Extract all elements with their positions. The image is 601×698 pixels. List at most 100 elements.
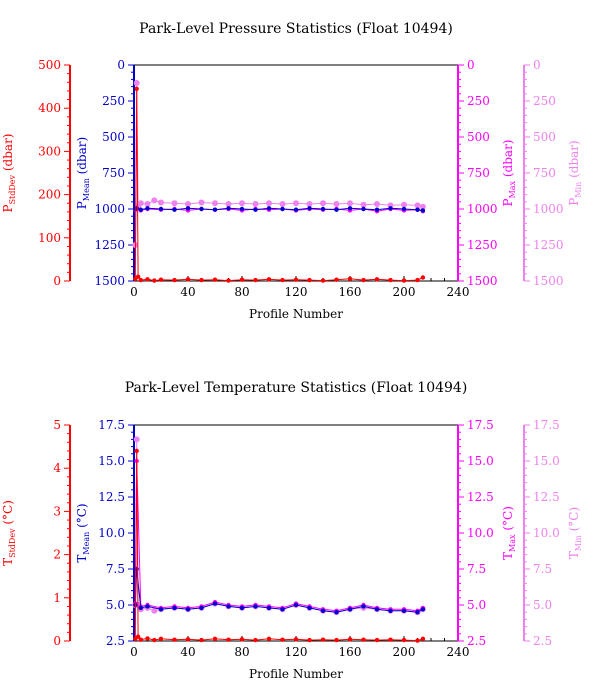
pressure-min-point bbox=[374, 201, 380, 207]
temperature-min-tick-label: 17.5 bbox=[533, 418, 560, 432]
pressure-stddev-tick-label: 300 bbox=[38, 144, 61, 158]
temperature-mean-point bbox=[253, 604, 258, 609]
pressure-stddev-tick-label: 0 bbox=[53, 274, 61, 288]
temperature-min-tick-label: 10.0 bbox=[533, 526, 560, 540]
pressure-stddev-point bbox=[158, 277, 164, 282]
pressure-stddev-point bbox=[361, 277, 366, 283]
temperature-mean-tick-label: 15.0 bbox=[98, 454, 125, 468]
pressure-mean-point bbox=[199, 206, 204, 212]
temperature-mean-point bbox=[361, 604, 366, 609]
temperature-stddev-point bbox=[361, 637, 366, 642]
temperature-x-tick-label: 160 bbox=[339, 645, 362, 659]
temperature-stddev-point bbox=[172, 637, 177, 642]
temperature-max-tick-label: 15.0 bbox=[467, 454, 494, 468]
pressure-min-point bbox=[320, 200, 326, 207]
temperature-x-tick-label: 0 bbox=[130, 645, 138, 659]
pressure-mean-point bbox=[172, 207, 177, 212]
temperature-stddev-point bbox=[145, 636, 150, 641]
pressure-mean-point bbox=[138, 207, 143, 212]
temperature-stddev-point bbox=[226, 637, 231, 642]
pressure-stddev-point bbox=[307, 277, 312, 283]
temperature-stddev-point bbox=[212, 636, 218, 641]
temperature-stddev-point bbox=[293, 637, 299, 642]
temperature-mean-series-line bbox=[134, 568, 424, 613]
pressure-plot: 0 40 80 120 160 200 240 0 100 200 300 400 500 PStdDev… bbox=[1, 58, 583, 299]
pressure-min-tick-label: 1000 bbox=[533, 202, 564, 216]
temperature-stddev-point bbox=[347, 637, 353, 642]
temperature-x-tick-label: 80 bbox=[234, 645, 249, 659]
pressure-max-tick-label: 250 bbox=[467, 94, 490, 108]
temperature-x-tick-label: 40 bbox=[180, 645, 195, 659]
pressure-stddev-axis-label: PStdDev (dbar) bbox=[1, 134, 17, 213]
temperature-mean-tick-label: 5.0 bbox=[106, 598, 125, 612]
temperature-mean-point bbox=[420, 607, 426, 612]
temperature-stddev-point bbox=[334, 637, 339, 643]
temperature-stddev-point bbox=[388, 637, 393, 642]
temperature-mean-point bbox=[374, 607, 380, 612]
pressure-stddev-point bbox=[172, 277, 177, 283]
pressure-mean-point bbox=[145, 206, 150, 211]
pressure-x-tick-label: 160 bbox=[339, 285, 362, 299]
pressure-mean-tick-label: 250 bbox=[102, 94, 125, 108]
temperature-stddev-point bbox=[185, 637, 191, 642]
pressure-max-tick-label: 1250 bbox=[467, 238, 498, 252]
pressure-mean-tick-label: 1500 bbox=[94, 274, 125, 288]
pressure-stddev-point bbox=[374, 277, 380, 282]
pressure-min-point bbox=[419, 203, 426, 210]
temperature-mean-tick-label: 10.0 bbox=[98, 526, 125, 540]
temperature-stddev-point bbox=[158, 636, 164, 641]
pressure-stddev-point bbox=[266, 277, 272, 282]
pressure-min-point bbox=[252, 201, 259, 207]
temperature-max-tick-label: 5.0 bbox=[467, 598, 486, 612]
pressure-stddev-point bbox=[152, 278, 157, 283]
pressure-min-point bbox=[225, 201, 232, 207]
temperature-min-tick-label: 5.0 bbox=[533, 598, 552, 612]
temperature-stddev-point bbox=[152, 637, 157, 643]
pressure-stddev-point bbox=[415, 277, 420, 283]
temperature-stddev-point bbox=[135, 634, 141, 639]
temperature-min-tick-label: 15.0 bbox=[533, 454, 560, 468]
temperature-mean-point bbox=[145, 604, 150, 609]
temperature-min-point bbox=[151, 607, 158, 614]
pressure-mean-point bbox=[374, 207, 380, 212]
temperature-mean-point bbox=[199, 605, 204, 611]
temperature-mean-point bbox=[226, 604, 231, 609]
pressure-stddev-point bbox=[226, 278, 231, 283]
pressure-stddev-point bbox=[293, 277, 299, 282]
temperature-min-series-line bbox=[134, 439, 424, 613]
temperature-max-tick-label: 17.5 bbox=[467, 418, 494, 432]
pressure-min-tick-label: 750 bbox=[533, 166, 556, 180]
pressure-stddev-point bbox=[212, 277, 218, 282]
pressure-min-point bbox=[171, 200, 178, 207]
temperature-mean-point bbox=[185, 607, 191, 612]
pressure-mean-point bbox=[347, 206, 353, 211]
pressure-stddev-point bbox=[401, 278, 407, 283]
temperature-mean-point bbox=[347, 607, 353, 612]
temperature-mean-point bbox=[293, 602, 299, 608]
temperature-x-axis-label: Profile Number bbox=[249, 667, 343, 681]
pressure-mean-tick-label: 750 bbox=[102, 166, 125, 180]
pressure-x-tick-label: 240 bbox=[447, 285, 470, 299]
pressure-mean-point bbox=[266, 206, 272, 211]
temperature-mean-point bbox=[266, 605, 272, 611]
pressure-stddev-point bbox=[138, 277, 143, 283]
pressure-chart-title: Park-Level Pressure Statistics (Float 10… bbox=[139, 21, 453, 37]
temperature-x-tick-label: 120 bbox=[285, 645, 308, 659]
pressure-stddev-tick-label: 500 bbox=[38, 58, 61, 72]
pressure-stddev-point bbox=[199, 277, 204, 283]
pressure-mean-point bbox=[320, 206, 326, 212]
temperature-stddev-tick-label: 1 bbox=[53, 591, 61, 605]
pressure-stddev-point bbox=[320, 278, 326, 283]
pressure-min-point bbox=[239, 200, 245, 207]
temperature-stddev-axis-label: TStdDev (°C) bbox=[1, 500, 17, 566]
pressure-stddev-point bbox=[420, 275, 426, 280]
temperature-mean-point bbox=[280, 607, 285, 612]
pressure-min-tick-label: 500 bbox=[533, 130, 556, 144]
pressure-min-point bbox=[279, 201, 286, 207]
temperature-plot: 0 40 80 120 160 200 240 0 1 2 3 4 5 TStdDev (°C) 2.5 5.… bbox=[1, 418, 583, 659]
pressure-mean-point bbox=[158, 206, 164, 212]
temperature-max-tick-label: 10.0 bbox=[467, 526, 494, 540]
temperature-stddev-point bbox=[138, 637, 143, 642]
pressure-plot-frame bbox=[133, 64, 459, 282]
temperature-mean-tick-label: 2.5 bbox=[106, 634, 125, 648]
